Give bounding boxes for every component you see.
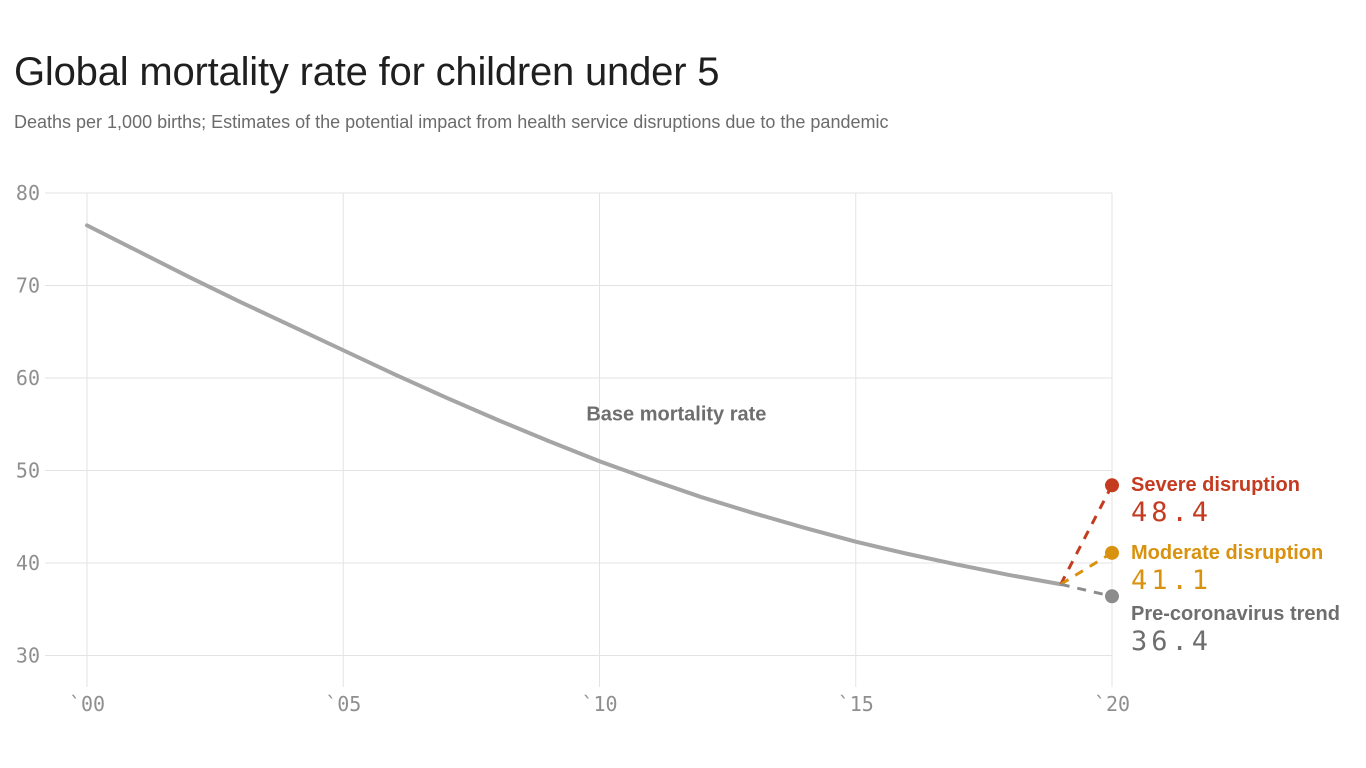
y-axis-tick-label: 80 (16, 181, 40, 205)
x-axis-tick-label: `10 (581, 692, 617, 716)
chart-subtitle: Deaths per 1,000 births; Estimates of th… (14, 112, 889, 132)
y-axis-tick-label: 70 (16, 274, 40, 298)
y-axis-tick-label: 30 (16, 644, 40, 668)
x-axis-tick-label: `20 (1094, 692, 1130, 716)
x-axis-tick-label: `05 (325, 692, 361, 716)
legend-moderate-label: Moderate disruption (1131, 541, 1324, 564)
legend-severe-value: 48.4 (1131, 497, 1213, 529)
projection-line-pre (1060, 582, 1113, 598)
y-axis-tick-label: 40 (16, 551, 40, 575)
legend-severe-label: Severe disruption (1131, 474, 1300, 497)
x-axis-tick-label: `00 (69, 692, 105, 716)
legend-pre-coronavirus: Pre-coronavirus trend 36.4 (1131, 603, 1340, 656)
base-series-annotation: Base mortality rate (586, 403, 767, 426)
legend-moderate: Moderate disruption 41.1 (1131, 542, 1323, 595)
base-mortality-line (85, 223, 1063, 587)
projection-dot-pre (1105, 589, 1119, 604)
chart-header: Global mortality rate for children under… (14, 50, 888, 133)
projection-dot-severe (1105, 478, 1119, 493)
projection-dot-moderate (1105, 545, 1119, 560)
chart-title: Global mortality rate for children under… (14, 50, 720, 94)
y-axis-tick-label: 60 (16, 366, 40, 390)
y-axis-tick-label: 50 (16, 459, 40, 483)
legend-moderate-value: 41.1 (1131, 564, 1213, 596)
legend-severe: Severe disruption 48.4 (1131, 474, 1300, 527)
projection-line-severe (1059, 484, 1114, 585)
legend-pre-coronavirus-label: Pre-coronavirus trend (1131, 603, 1340, 626)
legend-pre-coronavirus-value: 36.4 (1131, 626, 1213, 658)
x-axis-tick-label: `15 (838, 692, 874, 716)
